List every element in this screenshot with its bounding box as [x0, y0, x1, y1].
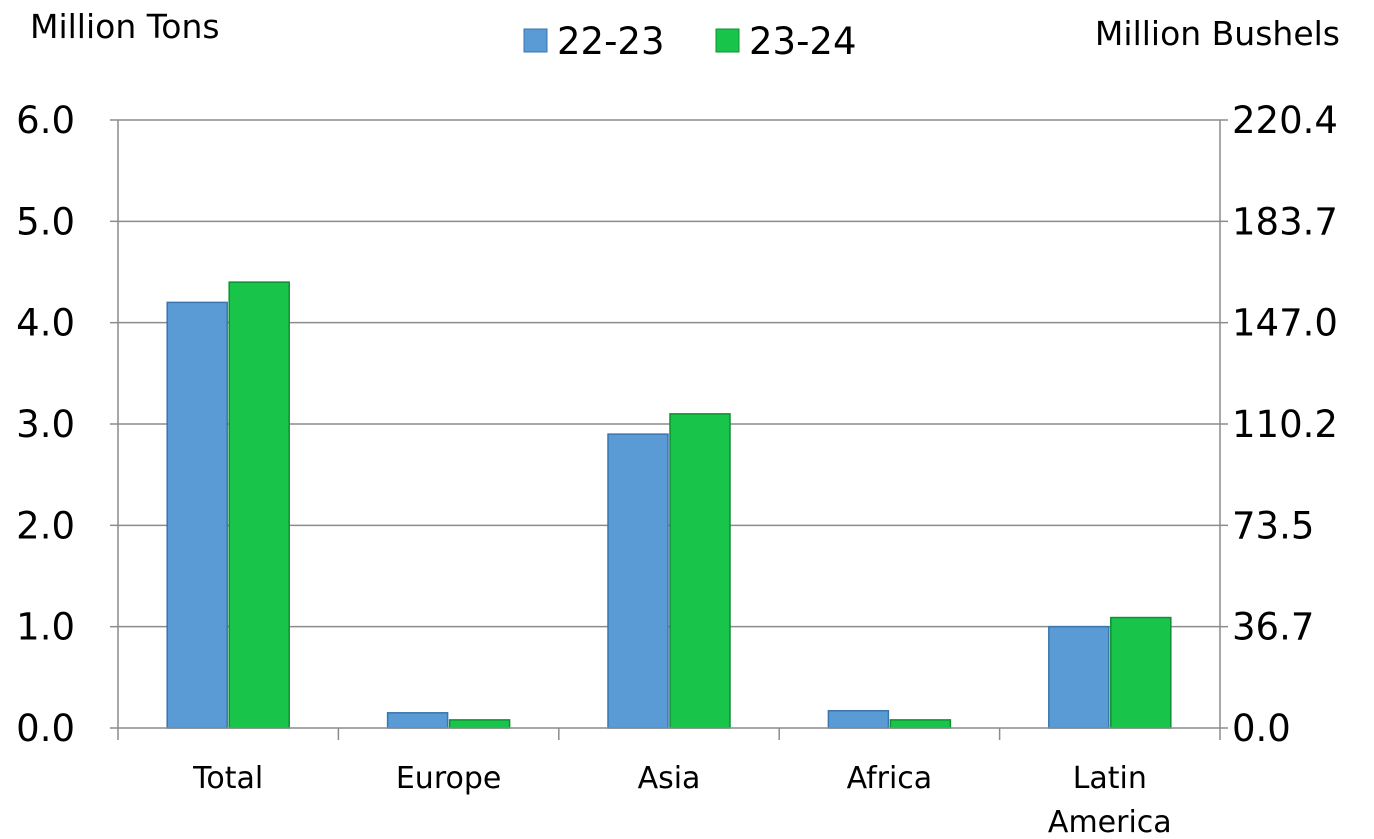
x-tick-label-latin-america: Latin America: [1048, 761, 1172, 839]
x-tick-label-africa: Africa: [847, 761, 933, 796]
legend-label-22-23: 22-23: [557, 20, 665, 63]
x-tick-label-asia: Asia: [638, 761, 701, 796]
tick-labels: 0.0 1.0 2.0 3.0 4.0 5.0 6.0 0.0 36.7 73.5 110.2 147…: [16, 99, 1338, 750]
bar-22-23-africa: [827, 710, 890, 729]
bars: [166, 281, 1172, 729]
y-tick-label-left: 3.0: [16, 403, 75, 446]
bar-22-23-asia: [607, 433, 669, 729]
legend-label-23-24: 23-24: [749, 20, 857, 63]
bar-23-24-africa: [889, 719, 952, 729]
y-axis-title-left: Million Tons: [30, 7, 220, 46]
x-tick-label-total: Total: [192, 761, 263, 796]
y-axis-title-right: Million Bushels: [1095, 14, 1340, 53]
y-tick-label-left: 4.0: [16, 302, 75, 345]
category-labels: Total Europe Asia Africa Latin America: [192, 761, 1172, 839]
y-tick-label-right: 183.7: [1232, 200, 1338, 243]
x-tick-label-europe: Europe: [396, 761, 502, 796]
gridlines: [118, 119, 1220, 628]
legend-item-23-24: 23-24: [715, 20, 857, 63]
bar-22-23-europe: [386, 712, 449, 729]
y-tick-label-right: 220.4: [1232, 99, 1338, 142]
legend-item-22-23: 22-23: [523, 20, 665, 63]
legend: 22-23 23-24: [523, 20, 857, 63]
y-tick-label-right: 73.5: [1232, 504, 1314, 547]
bar-23-24-total: [228, 281, 290, 729]
y-tick-label-right: 36.7: [1232, 606, 1314, 649]
y-tick-label-right: 110.2: [1232, 403, 1338, 446]
legend-swatch-23-24: [715, 28, 740, 53]
bar-23-24-asia: [669, 413, 731, 729]
y-tick-label-left: 0.0: [16, 707, 75, 750]
axes: [110, 119, 1228, 740]
bar-23-24-europe: [448, 719, 511, 729]
y-tick-label-left: 1.0: [16, 606, 75, 649]
y-tick-label-left: 2.0: [16, 504, 75, 547]
y-tick-label-right: 0.0: [1232, 707, 1291, 750]
bar-22-23-total: [166, 301, 228, 729]
bar-23-24-latin-america: [1110, 616, 1172, 729]
y-tick-label-right: 147.0: [1232, 302, 1338, 345]
legend-swatch-22-23: [523, 28, 548, 53]
y-tick-label-left: 5.0: [16, 200, 75, 243]
y-tick-label-left: 6.0: [16, 99, 75, 142]
bar-22-23-latin-america: [1048, 625, 1110, 729]
